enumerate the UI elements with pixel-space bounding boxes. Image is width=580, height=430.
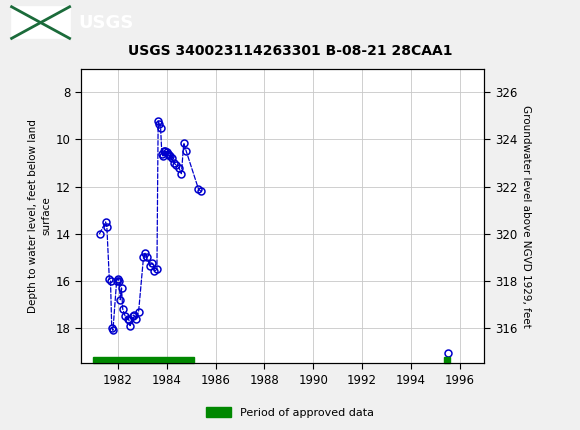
Y-axis label: Groundwater level above NGVD 1929, feet: Groundwater level above NGVD 1929, feet [521,104,531,328]
Text: USGS 340023114263301 B-08-21 28CAA1: USGS 340023114263301 B-08-21 28CAA1 [128,44,452,58]
FancyBboxPatch shape [12,7,70,38]
Bar [93,357,194,363]
Legend: Period of approved data: Period of approved data [202,403,378,422]
Bar [444,357,450,363]
Text: USGS: USGS [78,14,133,31]
Y-axis label: Depth to water level, feet below land
surface: Depth to water level, feet below land su… [28,119,52,313]
